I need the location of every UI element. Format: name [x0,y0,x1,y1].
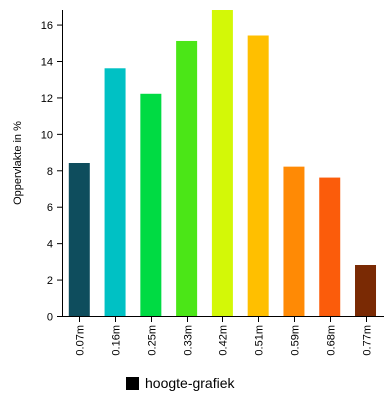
legend: hoogte-grafiek [126,374,235,392]
legend-label: hoogte-grafiek [145,375,235,391]
x-tick-label-0.51m: 0.51m [254,325,266,356]
x-tick-label-0.77m: 0.77m [362,325,374,356]
x-axis: 0.07m 0.16m 0.25m 0.33m 0.42m 0.51m 0.59m 0.68m… [62,316,384,356]
x-tick-label-0.59m: 0.59m [290,325,302,356]
x-tick-label-0.42m: 0.42m [218,325,230,356]
y-tick-label-14: 14 [41,57,53,69]
bar-0.68m [319,177,341,316]
bar-0.25m [140,93,162,317]
x-tick-label-0.07m: 0.07m [75,325,87,356]
y-tick-label-4: 4 [47,239,53,251]
y-tick-label-8: 8 [47,166,53,178]
bar-0.51m [247,35,269,316]
y-tick-label-10: 10 [41,129,53,141]
x-tick-label-0.25m: 0.25m [147,325,159,356]
bar-0.16m [104,68,126,317]
bar-0.59m [283,166,305,316]
bars-group [68,10,377,317]
y-tick-label-16: 16 [41,20,53,32]
y-tick-label-6: 6 [47,202,53,214]
x-tick-label-0.16m: 0.16m [111,325,123,356]
y-tick-label-2: 2 [47,275,53,287]
bar-0.77m [355,265,377,316]
y-tick-label-12: 12 [41,93,53,105]
y-axis-title: Oppervlakte in % [12,121,24,205]
x-tick-label-0.68m: 0.68m [326,325,338,356]
x-tick-label-0.33m: 0.33m [183,325,195,356]
bar-0.42m [211,10,233,316]
legend-swatch [126,376,139,390]
bar-0.07m [68,163,90,316]
bar-0.33m [176,40,198,316]
y-tick-label-0: 0 [47,312,53,324]
y-axis: 0 2 4 6 8 10 12 14 16 [41,10,63,324]
